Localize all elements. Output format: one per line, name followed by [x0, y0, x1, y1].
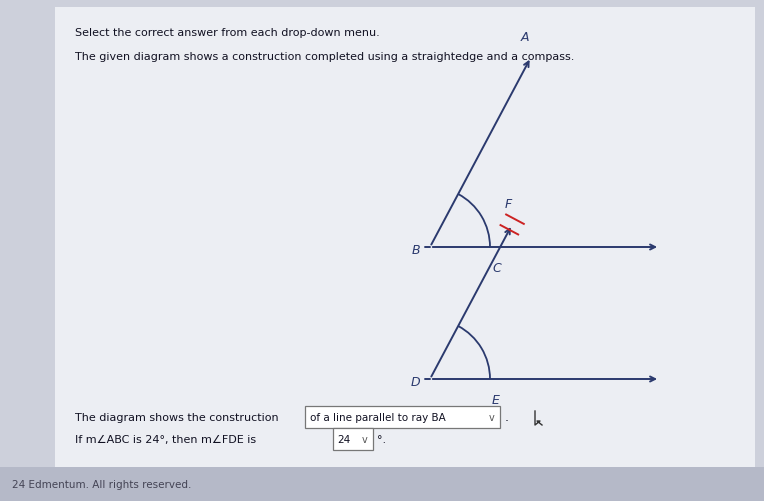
Text: D: D [410, 376, 420, 389]
FancyBboxPatch shape [305, 406, 500, 428]
Text: Select the correct answer from each drop-down menu.: Select the correct answer from each drop… [75, 28, 380, 38]
Text: E: E [492, 393, 500, 406]
Text: 24: 24 [337, 434, 350, 444]
Text: B: B [411, 244, 420, 257]
Text: °.: °. [377, 434, 386, 444]
Text: v: v [489, 412, 495, 422]
Text: of a line parallel to ray BA: of a line parallel to ray BA [310, 412, 445, 422]
Text: 24 Edmentum. All rights reserved.: 24 Edmentum. All rights reserved. [12, 479, 191, 489]
Text: F: F [504, 198, 512, 211]
Text: The given diagram shows a construction completed using a straightedge and a comp: The given diagram shows a construction c… [75, 52, 575, 62]
Bar [0, 467, 764, 501]
Text: The diagram shows the construction: The diagram shows the construction [75, 412, 279, 422]
Text: v: v [362, 434, 368, 444]
Text: C: C [492, 262, 500, 275]
FancyBboxPatch shape [333, 428, 373, 450]
Text: If m∠ABC is 24°, then m∠FDE is: If m∠ABC is 24°, then m∠FDE is [75, 434, 256, 444]
Text: .: . [505, 411, 509, 424]
Text: A: A [521, 31, 529, 44]
